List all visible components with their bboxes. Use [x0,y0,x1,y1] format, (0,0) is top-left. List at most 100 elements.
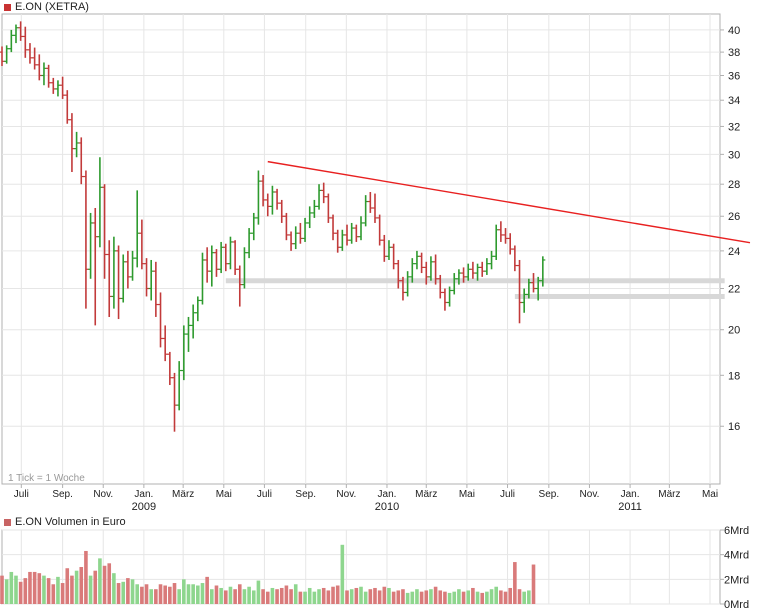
volume-bar [88,575,93,604]
ohlc-bar [139,219,145,270]
ohlc-bar [255,170,261,225]
y-tick-label: 16 [728,421,740,433]
volume-bar [93,570,98,604]
volume-bar [410,591,415,604]
ohlc-bar [386,240,392,260]
ohlc-bar [209,245,215,287]
volume-bar [387,587,391,604]
ohlc-bar [489,250,495,270]
y-tick-label: 32 [728,121,740,133]
volume-bar [275,589,279,604]
volume-bar [28,571,32,604]
x-tick-label: Jan. [134,489,153,500]
ohlc-bar [92,208,98,326]
x-tick-label: Jan. [378,489,397,500]
ohlc-bar [451,273,457,295]
volume-bar [517,589,522,604]
volume-bar [210,589,214,604]
ohlc-bar [405,271,411,297]
ohlc-bar [237,265,243,307]
ohlc-bar [78,137,84,185]
volume-y-tick-label: 4Mrd [724,550,749,562]
volume-bar [433,586,438,604]
volume-bar [457,589,461,604]
ohlc-bar [325,193,331,223]
ohlc-bar [153,261,159,317]
ohlc-bar [339,229,345,251]
volume-bar [200,583,205,604]
ohlc-bar [321,182,327,204]
x-tick-label: Sep. [539,489,560,500]
volume-bar [65,568,70,604]
ohlc-bar [414,250,420,270]
volume-bar [60,583,65,604]
ohlc-bar [134,190,140,268]
volume-bar [368,589,373,604]
volume-bar [377,590,382,604]
volume-bar [363,591,368,604]
y-tick-label: 26 [728,211,740,223]
y-tick-label: 30 [728,149,740,161]
ohlc-bar [507,233,513,255]
ohlc-bar [349,222,355,244]
price-plot-area [1,13,721,485]
y-tick-label: 36 [728,70,740,82]
ohlc-bar [260,175,266,207]
volume-bar [293,584,298,604]
ohlc-bar [297,222,303,244]
ohlc-bar [32,47,38,70]
ohlc-bar [167,351,173,386]
ohlc-bar [465,263,471,281]
volume-bar [438,590,443,604]
ohlc-bar [353,224,359,242]
volume-bar [494,586,499,604]
x-tick-label: Sep. [52,489,73,500]
y-tick-label: 28 [728,179,740,191]
volume-bar [419,591,424,604]
volume-bar [205,576,209,604]
volume-bar [503,591,508,604]
ohlc-bar [391,243,397,270]
volume-bar [42,575,46,604]
ohlc-bar [363,195,369,227]
ohlc-bar [60,76,66,99]
price-grid [1,13,721,485]
volume-bar [23,578,28,604]
volume-bar [149,589,153,604]
ohlc-bar [484,258,490,275]
ohlc-bar [358,216,364,241]
volume-bar [168,586,172,604]
volume-bar [261,589,265,604]
volume-bar [391,591,396,604]
volume-bar [0,575,4,604]
ohlc-bar [461,267,467,283]
ohlc-bar [195,296,201,322]
ohlc-bar [409,258,415,283]
ohlc-bar [400,276,406,301]
ohlc-bar [55,80,61,97]
volume-bar [163,585,167,604]
volume-bar [415,589,419,604]
volume-bar [214,585,219,604]
resistance-trendline-group [267,160,751,244]
price-chart-legend: E.ON (XETRA) [4,1,89,13]
ohlc-bar [428,256,434,281]
volume-bar [56,576,60,604]
ohlc-bar [372,193,378,223]
volume-bar [349,589,354,604]
ohlc-bar [479,261,485,277]
volume-bar [182,579,186,604]
ohlc-bar [204,247,210,283]
ohlc-bar [335,229,341,253]
ohlc-bar [41,62,47,86]
volume-axes: 0Mrd 2Mrd 4Mrd 6Mrd [720,525,749,610]
x-tick-label: März [415,489,437,500]
volume-bar [335,585,340,604]
ohlc-bar [419,252,425,274]
volume-bar [84,550,88,604]
volume-bar [317,589,321,604]
x-tick-label: Mai [459,489,475,500]
ohlc-bar [120,254,126,303]
volume-bar [475,591,480,604]
volume-bar [508,587,512,604]
